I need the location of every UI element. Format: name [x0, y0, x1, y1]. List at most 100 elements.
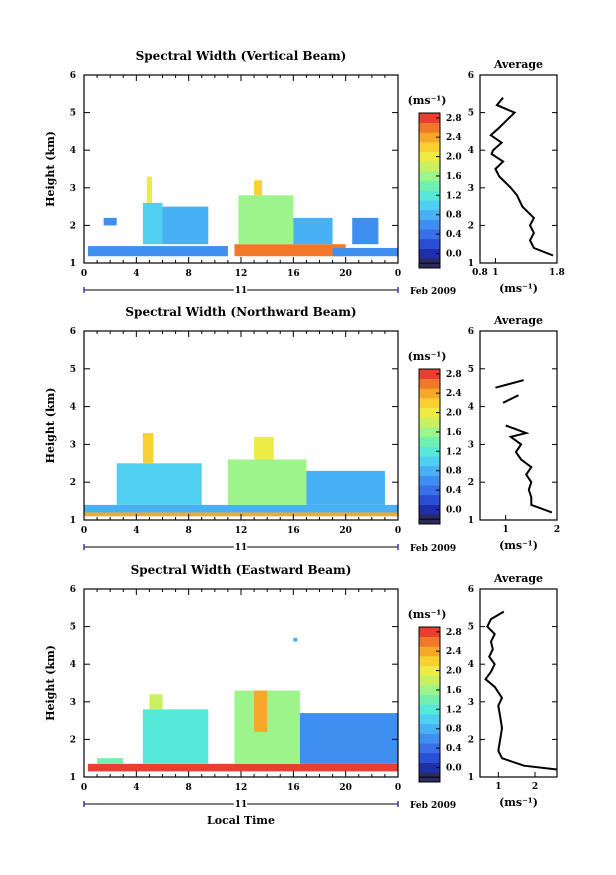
average-profile-segment [495, 379, 524, 389]
colorbar-swatch [419, 494, 440, 505]
y-tick-label: 3 [70, 184, 76, 194]
colorbar-frame [418, 368, 441, 525]
heatmap-cell [87, 246, 228, 257]
x-tick-label: 12 [235, 269, 248, 279]
colorbar-swatch [419, 743, 440, 754]
heatmap-cell [149, 694, 163, 710]
colorbar-swatch [419, 504, 440, 515]
heatmap-cell [84, 504, 398, 517]
colorbar-swatch [419, 733, 440, 744]
average-title: Average [493, 314, 543, 327]
heatmap-cell [306, 470, 385, 505]
colorbar-swatch [419, 180, 440, 191]
average-y-tick-label: 2 [468, 478, 474, 488]
chart-title: Spectral Width (Vertical Beam) [136, 49, 347, 63]
colorbar-unit: (ms⁻¹) [408, 94, 447, 107]
x-tick-label: 4 [133, 783, 139, 793]
colorbar-tick-label: 1.6 [446, 686, 462, 696]
average-y-tick-label: 5 [468, 365, 474, 375]
heatmap-cell [97, 758, 124, 764]
average-title: Average [493, 58, 543, 71]
colorbar-swatch [419, 752, 440, 763]
y-tick-label: 5 [70, 109, 76, 119]
colorbar-swatch [419, 427, 440, 438]
colorbar-unit: (ms⁻¹) [408, 350, 447, 363]
colorbar-tick-label: 2.8 [446, 628, 462, 638]
y-axis-label: Height (km) [44, 388, 57, 464]
average-y-tick-label: 5 [468, 109, 474, 119]
colorbar-tick-label: 0.8 [446, 725, 462, 735]
average-y-tick-label: 4 [468, 403, 474, 413]
chart-title: Spectral Width (Northward Beam) [125, 305, 356, 319]
x-tick-label: 0 [81, 783, 87, 793]
average-x-label: (ms⁻¹) [499, 539, 538, 552]
day-label: 11 [235, 800, 248, 810]
date-label: Feb 2009 [410, 287, 456, 297]
average-y-tick-label: 6 [468, 71, 474, 81]
colorbar-swatch [419, 161, 440, 172]
colorbar-swatch [419, 436, 440, 447]
y-tick-label: 6 [70, 585, 76, 595]
y-tick-label: 4 [70, 403, 76, 413]
x-tick-label: 12 [235, 783, 248, 793]
x-tick-label: 12 [235, 526, 248, 536]
colorbar-tick-label: 2.0 [446, 667, 462, 677]
heatmap-cell [293, 637, 298, 642]
colorbar-swatch [419, 646, 440, 657]
x-tick-label: 0 [395, 269, 401, 279]
average-y-tick-label: 6 [468, 585, 474, 595]
x-tick-label: 16 [287, 269, 300, 279]
average-x-tick-label: 1 [492, 268, 498, 278]
heatmap-cell [227, 459, 307, 505]
heatmap-cell [254, 436, 274, 460]
average-x-tick-label: 0.8 [472, 268, 488, 278]
average-profile-line [505, 424, 553, 514]
y-tick-label: 1 [70, 516, 76, 526]
average-frame [479, 330, 558, 521]
average-y-tick-label: 1 [468, 773, 474, 783]
colorbar-swatch [419, 388, 440, 399]
y-tick-label: 6 [70, 71, 76, 81]
colorbar-swatch [419, 209, 440, 220]
average-x-tick-label: 1.8 [549, 268, 565, 278]
colorbar-tick-label: 0.8 [446, 467, 462, 477]
average-profile-line [489, 96, 554, 257]
colorbar-swatch [419, 238, 440, 249]
colorbar-tick-label: 1.2 [446, 447, 462, 457]
average-y-tick-label: 3 [468, 184, 474, 194]
colorbar-swatch [419, 456, 440, 467]
y-axis-label: Height (km) [44, 645, 57, 721]
average-y-tick-label: 1 [468, 259, 474, 269]
colorbar-tick-label: 1.2 [446, 191, 462, 201]
heatmap-cell [299, 713, 398, 764]
y-tick-label: 3 [70, 440, 76, 450]
y-tick-label: 5 [70, 623, 76, 633]
colorbar-swatch [419, 248, 440, 259]
chart-title: Spectral Width (Eastward Beam) [131, 563, 352, 577]
average-y-tick-label: 2 [468, 735, 474, 745]
heatmap-cell [254, 180, 262, 196]
colorbar-swatch [419, 685, 440, 696]
average-frame [479, 588, 558, 778]
y-tick-label: 4 [70, 660, 76, 670]
colorbar-tick-label: 2.4 [446, 389, 462, 399]
colorbar-swatch [419, 665, 440, 676]
average-y-tick-label: 5 [468, 623, 474, 633]
x-tick-label: 0 [395, 526, 401, 536]
heatmap-cell [293, 217, 333, 245]
colorbar-swatch [419, 369, 440, 379]
average-x-tick-label: 1 [503, 525, 509, 535]
colorbar-swatch [419, 229, 440, 240]
heatmap-cell [146, 176, 153, 203]
colorbar-swatch [419, 151, 440, 162]
average-x-tick-label: 2 [532, 782, 538, 792]
y-tick-label: 2 [70, 478, 76, 488]
colorbar-swatch [419, 704, 440, 715]
colorbar-tick-label: 0.0 [446, 505, 462, 515]
y-tick-label: 4 [70, 146, 76, 156]
colorbar-swatch [419, 485, 440, 496]
x-tick-label: 4 [133, 526, 139, 536]
colorbar-swatch [419, 714, 440, 725]
y-tick-label: 2 [70, 735, 76, 745]
colorbar-swatch [419, 190, 440, 201]
